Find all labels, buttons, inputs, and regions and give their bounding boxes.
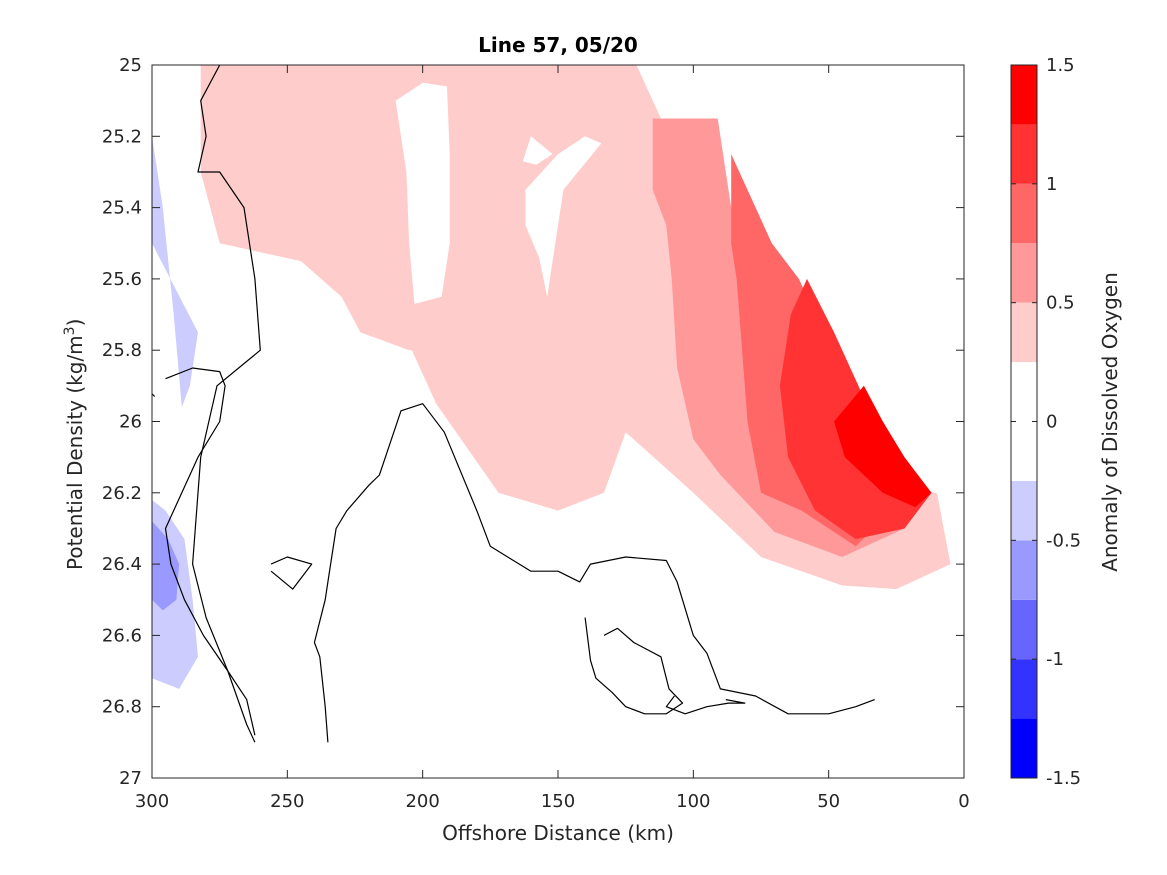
y-tick-label: 25.8 [102, 340, 142, 361]
contour-line [164, 367, 256, 736]
filled-region [652, 118, 905, 557]
colorbar-segment [1011, 65, 1037, 125]
colorbar-tick-label: 1.5 [1046, 55, 1075, 76]
x-tick-label: 50 [817, 791, 840, 812]
filled-region [522, 136, 553, 165]
y-tick-label: 25.4 [102, 198, 142, 219]
y-axis: 25 25.2 25.4 25.6 25.8 26 26.2 26.4 26.6 26.8 27 [102, 55, 964, 789]
y-tick-label: 26.8 [102, 697, 142, 718]
filled-contours [152, 65, 951, 689]
colorbar-segment [1011, 480, 1037, 541]
x-tick-label: 0 [958, 791, 969, 812]
colorbar-segment [1011, 302, 1037, 363]
x-axis: 300 250 200 150 100 50 0 [135, 65, 970, 812]
filled-region [395, 82, 450, 304]
colorbar-tick-label: -1.5 [1046, 768, 1081, 789]
filled-region [525, 136, 602, 297]
colorbar-tick-label: 1 [1046, 174, 1057, 195]
colorbar-segment [1011, 243, 1037, 303]
contour-line [584, 617, 684, 715]
x-tick-label: 100 [676, 791, 710, 812]
colorbar-segment [1011, 718, 1037, 778]
y-tick-label: 26.4 [102, 554, 142, 575]
colorbar-segment [1011, 599, 1037, 660]
filled-region [152, 521, 180, 611]
y-tick-label: 26 [119, 412, 142, 433]
y-axis-label-main: Potential Density (kg/m [63, 335, 87, 570]
y-tick-label: 27 [119, 768, 142, 789]
zero-contour-lines [152, 65, 875, 743]
x-axis-label: Offshore Distance (km) [442, 821, 674, 845]
colorbar-tick-label: 0 [1046, 412, 1057, 433]
y-tick-label: 26.6 [102, 625, 142, 646]
colorbar-tick-label: -1 [1046, 649, 1064, 670]
filled-region [152, 136, 198, 408]
x-tick-label: 250 [270, 791, 304, 812]
x-tick-label: 200 [405, 791, 439, 812]
x-tick-label: 300 [135, 791, 169, 812]
y-tick-label: 25 [119, 55, 142, 76]
colorbar-segment [1011, 124, 1037, 184]
y-tick-label: 26.2 [102, 483, 142, 504]
y-tick-label: 25.2 [102, 126, 142, 147]
colorbar-tick-label: 0.5 [1046, 293, 1075, 314]
contour-line [192, 65, 261, 743]
colorbar-tick-label: -0.5 [1046, 530, 1081, 551]
colorbar: 1.5 1 0.5 0 -0.5 -1 -1.5 [1010, 55, 1081, 789]
y-axis-label-close: ) [63, 319, 87, 327]
y-axis-label-superscript: 3 [62, 326, 78, 335]
plot-area [152, 65, 951, 743]
y-axis-label: Potential Density (kg/m3) [62, 319, 87, 570]
contour-line [665, 695, 746, 715]
colorbar-segment [1011, 540, 1037, 600]
contour-line [313, 403, 875, 743]
contour-line [152, 392, 156, 397]
colorbar-label: Anomaly of Dissolved Oxygen [1098, 272, 1122, 572]
colorbar-segment [1011, 183, 1037, 244]
contour-line [270, 556, 313, 590]
chart-title: Line 57, 05/20 [478, 33, 638, 57]
filled-region [834, 385, 932, 508]
y-tick-label: 25.6 [102, 269, 142, 290]
x-tick-label: 150 [541, 791, 575, 812]
colorbar-segment [1011, 659, 1037, 719]
